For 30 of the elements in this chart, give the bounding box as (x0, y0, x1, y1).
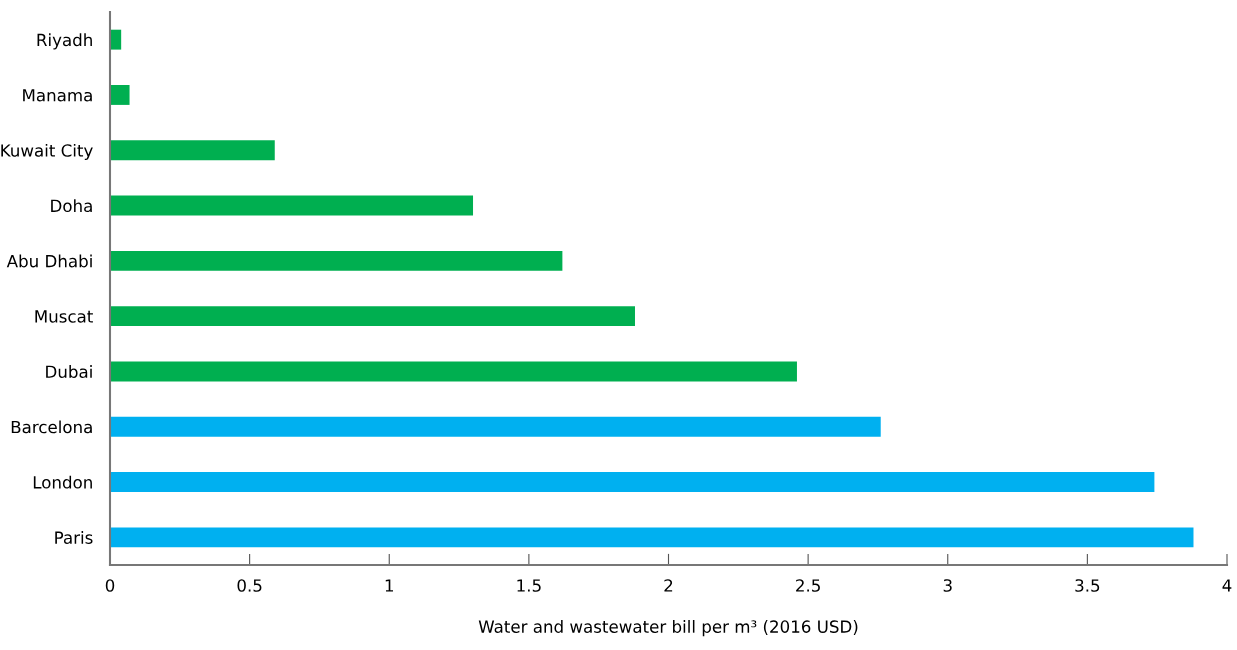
y-tick-label: Dubai (46, 365, 92, 379)
bar (110, 472, 1155, 492)
y-tick-label: Kuwait City (1, 143, 93, 161)
x-tick-label: 0 (105, 579, 115, 592)
x-tick-label: 2 (664, 579, 673, 592)
x-tick-label: 1 (385, 579, 394, 592)
bar (110, 140, 275, 161)
x-tick-label: 1.5 (517, 579, 541, 592)
y-tick-label: Paris (55, 531, 93, 544)
bar (110, 195, 474, 216)
x-tick-label: 4 (1222, 579, 1232, 592)
bar (110, 29, 122, 50)
y-tick-label: Riyadh (37, 33, 92, 50)
x-tick-label: 0.5 (237, 579, 262, 592)
bar (110, 306, 635, 327)
y-tick-label: Barcelona (11, 420, 92, 434)
y-tick-label: Manama (23, 89, 92, 102)
bar (110, 527, 1194, 548)
x-axis-title: Water and wastewater bill per m³ (2016 USD) (478, 620, 858, 637)
y-tick-label: Doha (51, 199, 92, 213)
y-tick-label: Abu Dhabi (6, 254, 92, 268)
bar (110, 416, 881, 437)
bar (110, 361, 797, 382)
x-tick-label: 3 (943, 579, 952, 592)
x-tick-label: 2.5 (796, 579, 820, 592)
y-tick-label: Muscat (35, 310, 93, 323)
x-tick-label: 3.5 (1075, 579, 1100, 592)
y-tick-label: London (33, 475, 92, 489)
bar (110, 85, 130, 105)
bar (110, 250, 563, 271)
